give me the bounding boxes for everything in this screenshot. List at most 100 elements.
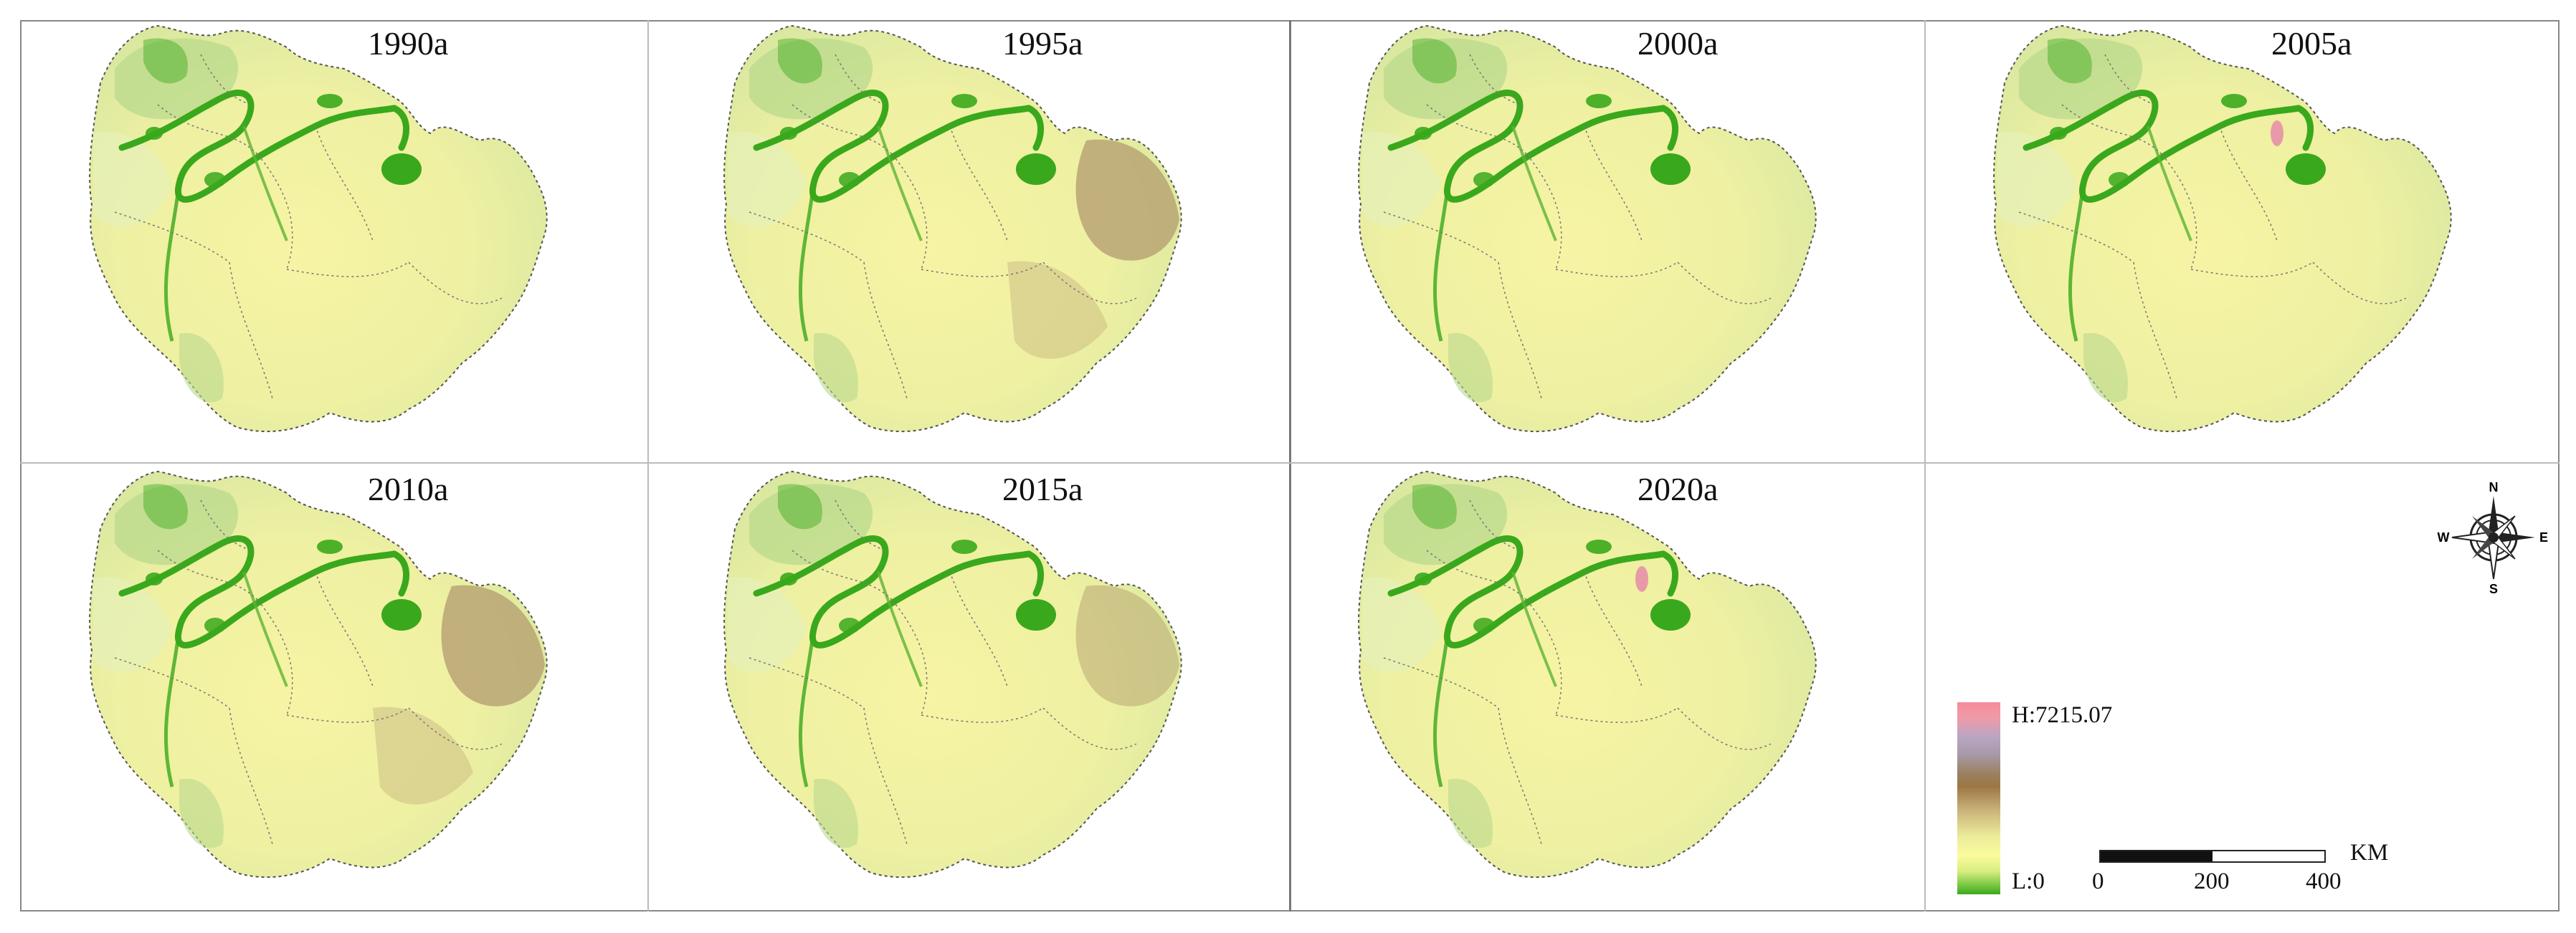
map-1990 (89, 24, 548, 433)
admin-boundary (408, 707, 503, 750)
east-highland-area (1075, 139, 1179, 261)
lake-cluster-east (1016, 153, 1056, 185)
west-area (93, 131, 172, 227)
compass-e-label: E (2539, 530, 2548, 545)
panel-title-1990: 1990a (368, 25, 449, 62)
tributary-river (163, 183, 181, 342)
admin-boundary (286, 262, 409, 277)
admin-boundary (949, 125, 1008, 241)
peak-spot (1635, 566, 1648, 592)
grid-divider-1 (647, 20, 649, 912)
tributary-river (1432, 183, 1450, 342)
main-river (1387, 535, 1679, 649)
panel-title-2005: 2005a (2271, 25, 2352, 62)
lake-cluster-north (2221, 94, 2247, 108)
region-outline (1993, 24, 2452, 433)
tributary-river (877, 125, 923, 241)
admin-boundary (408, 262, 503, 305)
admin-boundary (200, 54, 252, 105)
tributary-river (798, 183, 816, 342)
admin-boundary (835, 54, 886, 105)
admin-boundary (315, 571, 374, 687)
north-forest-area (778, 484, 822, 530)
admin-boundary (1498, 707, 1542, 845)
compass-w-label: W (2438, 530, 2450, 545)
southwest-green-patch (179, 332, 224, 403)
southwest-green-patch (814, 778, 858, 848)
lake-cluster-east (1650, 599, 1691, 631)
north-highland-area (115, 38, 239, 120)
lake-cluster-center (2109, 172, 2130, 188)
admin-boundary (200, 499, 252, 551)
admin-boundary (2219, 125, 2278, 241)
admin-boundary (1677, 262, 1772, 305)
north-forest-area (143, 484, 188, 530)
admin-boundary (863, 262, 908, 399)
admin-boundary (229, 707, 273, 845)
southwest-green-patch (814, 332, 858, 403)
map-2020 (1358, 470, 1817, 879)
admin-boundary (863, 707, 908, 845)
admin-boundary (921, 262, 1044, 277)
compass-n-label: N (2489, 480, 2499, 494)
admin-boundary (2190, 262, 2314, 277)
admin-boundary (748, 657, 865, 709)
admin-boundary (2133, 262, 2177, 399)
lake-cluster-center (1473, 172, 1495, 188)
region-outline (89, 24, 548, 433)
map-2000 (1358, 24, 1817, 433)
lake-cluster-east (1650, 153, 1691, 185)
admin-boundary (286, 707, 409, 723)
region-outline (723, 470, 1182, 879)
southwest-green-patch (2083, 332, 2128, 403)
lake-cluster-north (1586, 540, 1612, 554)
lake-cluster-center (839, 172, 860, 188)
west-area (1997, 131, 2076, 227)
north-forest-area (1412, 484, 1457, 530)
admin-boundary (1555, 262, 1678, 277)
scale-tick-400: 400 (2306, 869, 2342, 894)
map-2005 (1993, 24, 2452, 433)
lake-cluster-north (317, 540, 343, 554)
admin-boundary (2104, 54, 2156, 105)
north-forest-area (143, 38, 188, 84)
admin-boundary (1526, 154, 1562, 270)
admin-boundary (229, 262, 273, 399)
grid-divider-row (20, 462, 2560, 464)
admin-boundary (257, 600, 293, 716)
main-river (753, 90, 1045, 203)
southwest-green-patch (179, 778, 224, 848)
main-river (1387, 90, 1679, 203)
admin-boundary (748, 211, 865, 263)
west-area (728, 577, 807, 673)
southeast-area (373, 707, 473, 805)
lake-cluster-center (204, 618, 226, 633)
admin-boundary (114, 657, 230, 709)
lake-cluster-north (317, 94, 343, 108)
scale-tick-0: 0 (2092, 869, 2104, 894)
lake-cluster-west (146, 127, 163, 140)
lake-cluster-west (780, 573, 797, 585)
main-river (753, 535, 1045, 649)
admin-boundary (1383, 657, 1499, 709)
north-arrow-compass-icon: N S E W (2438, 480, 2549, 595)
panel-title-2000: 2000a (1638, 25, 1719, 62)
admin-boundary (2018, 211, 2134, 263)
lake-cluster-center (1473, 618, 1495, 633)
admin-boundary (1584, 571, 1643, 687)
admin-boundary (1042, 707, 1137, 750)
admin-boundary (1498, 262, 1542, 399)
lake-cluster-east (2286, 153, 2326, 185)
panel-title-2010: 2010a (368, 471, 449, 507)
admin-boundary (1469, 499, 1521, 551)
map-2010 (89, 470, 548, 879)
legend-low-label: L:0 (2012, 869, 2045, 894)
panel-title-1995: 1995a (1002, 25, 1083, 62)
admin-boundary (315, 125, 374, 241)
lake-cluster-north (951, 540, 977, 554)
tributary-river (1432, 628, 1450, 788)
southwest-green-patch (1448, 778, 1493, 848)
region-outline (1358, 470, 1817, 879)
admin-boundary (2312, 262, 2407, 305)
tributary-river (242, 571, 288, 687)
